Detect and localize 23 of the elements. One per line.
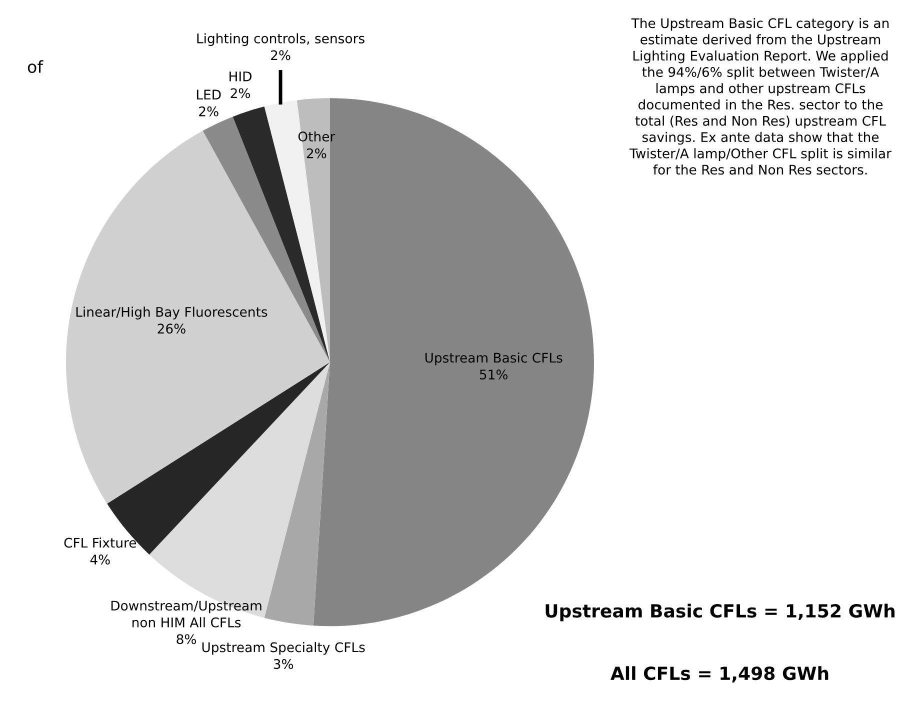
data-label: 26%	[158, 324, 186, 334]
text: Upstream Basic CFLs = 1,152 GWh	[546, 604, 894, 622]
data-label: 3%	[274, 659, 294, 670]
text: of	[28, 60, 44, 74]
text: All CFLs = 1,498 GWh	[610, 666, 828, 682]
data-label: 8%	[176, 634, 196, 644]
slice-label: Linear/High Bay Fluorescents	[76, 306, 268, 320]
pie-slice	[264, 362, 330, 626]
data-label: 2%	[199, 106, 218, 116]
data-label: 51%	[480, 370, 508, 380]
data-label: 4%	[90, 554, 110, 565]
slice-label: Downstream/Upstream non HIM All CFLs	[111, 600, 262, 628]
data-label: 2%	[230, 88, 250, 98]
slice-label: HID	[230, 72, 252, 82]
slice-label: LED	[196, 90, 221, 100]
text: The Upstream Basic CFL category is an estimate derived from the Upstream Lighting Evaluation Report. We applied the 94%/6% split between Twister/A lamps and other upstream CFLs documented in the Res. sector to the total (Res and Non Res) upstream CFL savings. Ex ante data show that the Twister/A lamp/Other CFL split is similar for the Res and Non Res sectors.	[629, 18, 892, 175]
data-label: 2%	[271, 50, 290, 60]
slice-label: Lighting controls, sensors	[197, 33, 364, 46]
slice-label: CFL Fixture	[64, 538, 136, 548]
slice-label: Upstream Specialty CFLs	[202, 642, 365, 655]
data-label: 2%	[306, 148, 326, 158]
slice-label: Other	[298, 131, 336, 142]
slice-label: Upstream Basic CFLs	[425, 352, 562, 366]
